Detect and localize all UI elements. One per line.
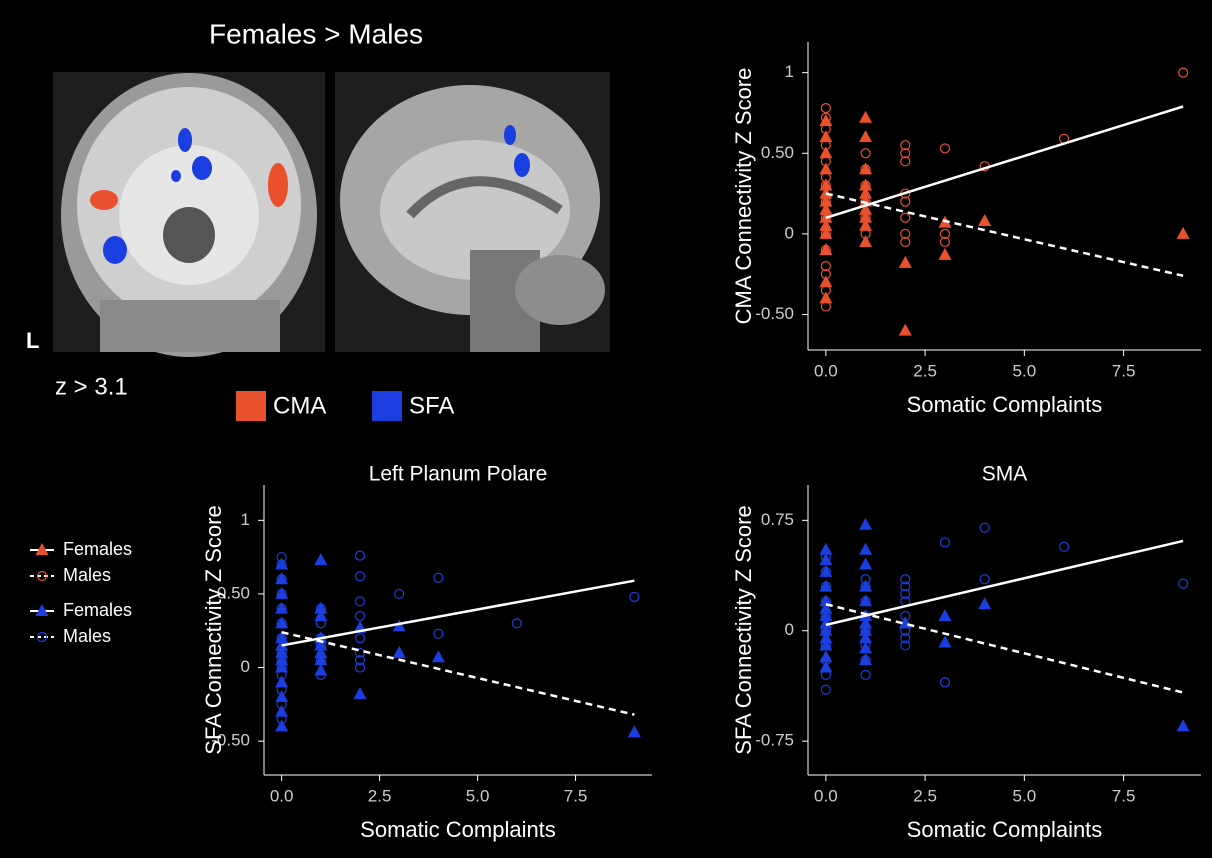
x-axis-label: Somatic Complaints — [360, 817, 556, 842]
x-axis-label: Somatic Complaints — [907, 392, 1103, 417]
region-blob — [171, 170, 181, 182]
side-label: L — [26, 328, 39, 353]
y-tick-label: 0 — [785, 223, 794, 242]
y-axis-label: SFA Connectivity Z Score — [731, 505, 756, 754]
y-tick-label: 0.75 — [761, 510, 794, 529]
figure: Females > Males L z > 3.1 CMA SFA Females… — [0, 0, 1212, 858]
region-blob — [192, 156, 212, 180]
region-blob — [514, 153, 530, 177]
y-tick-label: -0.75 — [755, 731, 794, 750]
region-blob — [268, 163, 288, 207]
region-blob — [103, 236, 127, 264]
region-blob — [90, 190, 118, 210]
region-swatch — [372, 391, 402, 421]
x-tick-label: 2.5 — [913, 786, 937, 805]
x-tick-label: 0.0 — [814, 361, 838, 380]
sagittal-brain — [335, 72, 610, 352]
y-axis-label: CMA Connectivity Z Score — [731, 68, 756, 325]
threshold: z > 3.1 — [55, 373, 128, 400]
x-tick-label: 5.0 — [466, 786, 490, 805]
y-tick-label: 1 — [785, 62, 794, 81]
x-tick-label: 0.0 — [814, 786, 838, 805]
y-tick-label: 0.50 — [761, 143, 794, 162]
page: Females > Males L z > 3.1 CMA SFA Females… — [0, 0, 1212, 858]
region-blob — [178, 128, 192, 152]
x-tick-label: 5.0 — [1013, 361, 1037, 380]
legend-label: Males — [63, 626, 111, 646]
x-tick-label: 7.5 — [1112, 361, 1136, 380]
x-tick-label: 5.0 — [1013, 786, 1037, 805]
coronal-brain — [53, 72, 325, 357]
x-tick-label: 7.5 — [1112, 786, 1136, 805]
x-tick-label: 7.5 — [564, 786, 588, 805]
lower — [100, 300, 280, 352]
region-swatch — [236, 391, 266, 421]
x-tick-label: 2.5 — [368, 786, 392, 805]
region-label: CMA — [273, 392, 326, 419]
legend-label: Males — [63, 565, 111, 585]
chart-title: SMA — [982, 463, 1028, 486]
x-axis-label: Somatic Complaints — [907, 817, 1103, 842]
y-axis-label: SFA Connectivity Z Score — [201, 505, 226, 754]
cerebellum — [515, 255, 605, 325]
ventricle — [163, 207, 215, 263]
figure-title: Females > Males — [209, 18, 423, 49]
x-tick-label: 2.5 — [913, 361, 937, 380]
y-tick-label: 1 — [241, 510, 250, 529]
y-tick-label: -0.50 — [755, 304, 794, 323]
y-tick-label: 0 — [241, 657, 250, 676]
legend-label: Females — [63, 600, 132, 620]
chart-title: Left Planum Polare — [369, 463, 548, 486]
legend-label: Females — [63, 539, 132, 559]
x-tick-label: 0.0 — [270, 786, 294, 805]
region-blob — [504, 125, 516, 145]
region-label: SFA — [409, 392, 454, 419]
y-tick-label: 0 — [785, 620, 794, 639]
